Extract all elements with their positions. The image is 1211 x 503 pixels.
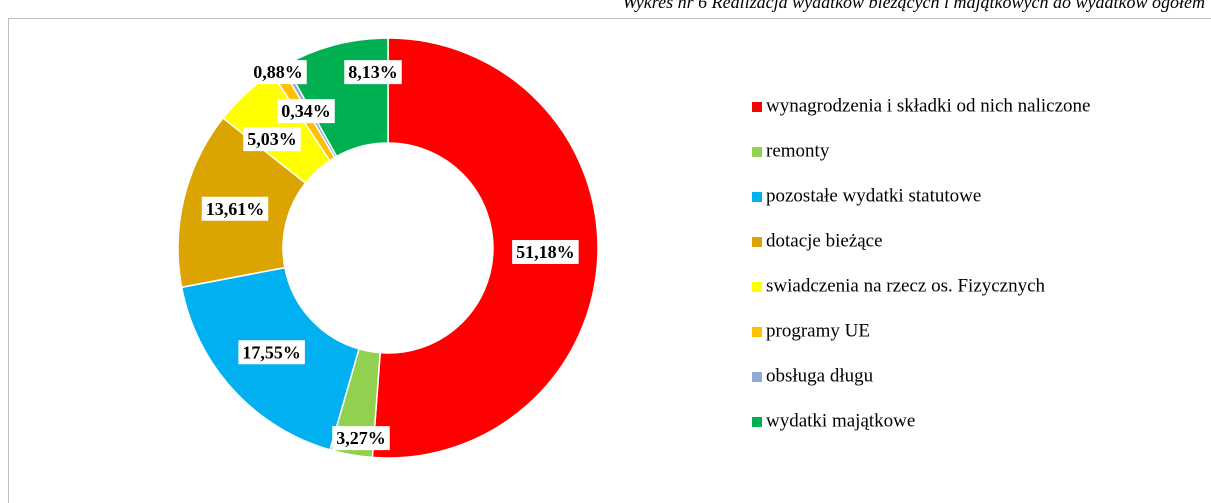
data-label: 8,13%	[344, 60, 402, 85]
data-label-text: 3,27%	[336, 428, 386, 448]
data-label-bg	[344, 60, 402, 85]
data-label-text: 0,34%	[281, 101, 331, 121]
data-label: 51,18%	[512, 239, 579, 264]
legend-marker	[752, 102, 762, 112]
legend-label: dotacje bieżące	[766, 230, 883, 251]
data-label: 5,03%	[243, 127, 301, 152]
data-label-text: 5,03%	[247, 129, 297, 149]
legend-label: remonty	[766, 140, 830, 161]
data-label: 17,55%	[238, 340, 305, 365]
data-label-bg	[243, 127, 301, 152]
legend-marker	[752, 147, 762, 157]
data-label-text: 51,18%	[516, 242, 575, 262]
slice	[371, 37, 599, 459]
legend-label: wynagrodzenia i składki od nich naliczon…	[766, 95, 1090, 116]
chart-title: Wykres nr 6 Realizacja wydatków bieżącyc…	[622, 0, 1205, 12]
data-label-bg	[512, 239, 579, 264]
legend-marker	[752, 417, 762, 427]
data-label-text: 17,55%	[242, 342, 301, 362]
legend-marker	[752, 372, 762, 382]
legend-label: swiadczenia na rzecz os. Fizycznych	[766, 275, 1046, 296]
data-label: 0,88%	[249, 60, 307, 85]
legend-marker	[752, 327, 762, 337]
data-label-bg	[249, 60, 307, 85]
data-label: 13,61%	[201, 196, 269, 221]
data-label-bg	[332, 426, 390, 451]
legend-label: obsługa długu	[766, 365, 874, 386]
data-label-bg	[201, 196, 269, 221]
data-label-bg	[238, 340, 305, 365]
legend-label: pozostałe wydatki statutowe	[766, 185, 981, 206]
legend-marker	[752, 282, 762, 292]
data-label-text: 13,61%	[206, 199, 265, 219]
data-label-text: 8,13%	[348, 62, 398, 82]
legend-label: wydatki majątkowe	[766, 410, 915, 431]
legend-label: programy UE	[766, 320, 870, 341]
data-label-text: 0,88%	[253, 62, 303, 82]
data-label-bg	[277, 99, 335, 124]
legend-marker	[752, 237, 762, 247]
legend-marker	[752, 192, 762, 202]
data-label: 0,34%	[277, 99, 335, 124]
data-label: 3,27%	[332, 426, 390, 451]
